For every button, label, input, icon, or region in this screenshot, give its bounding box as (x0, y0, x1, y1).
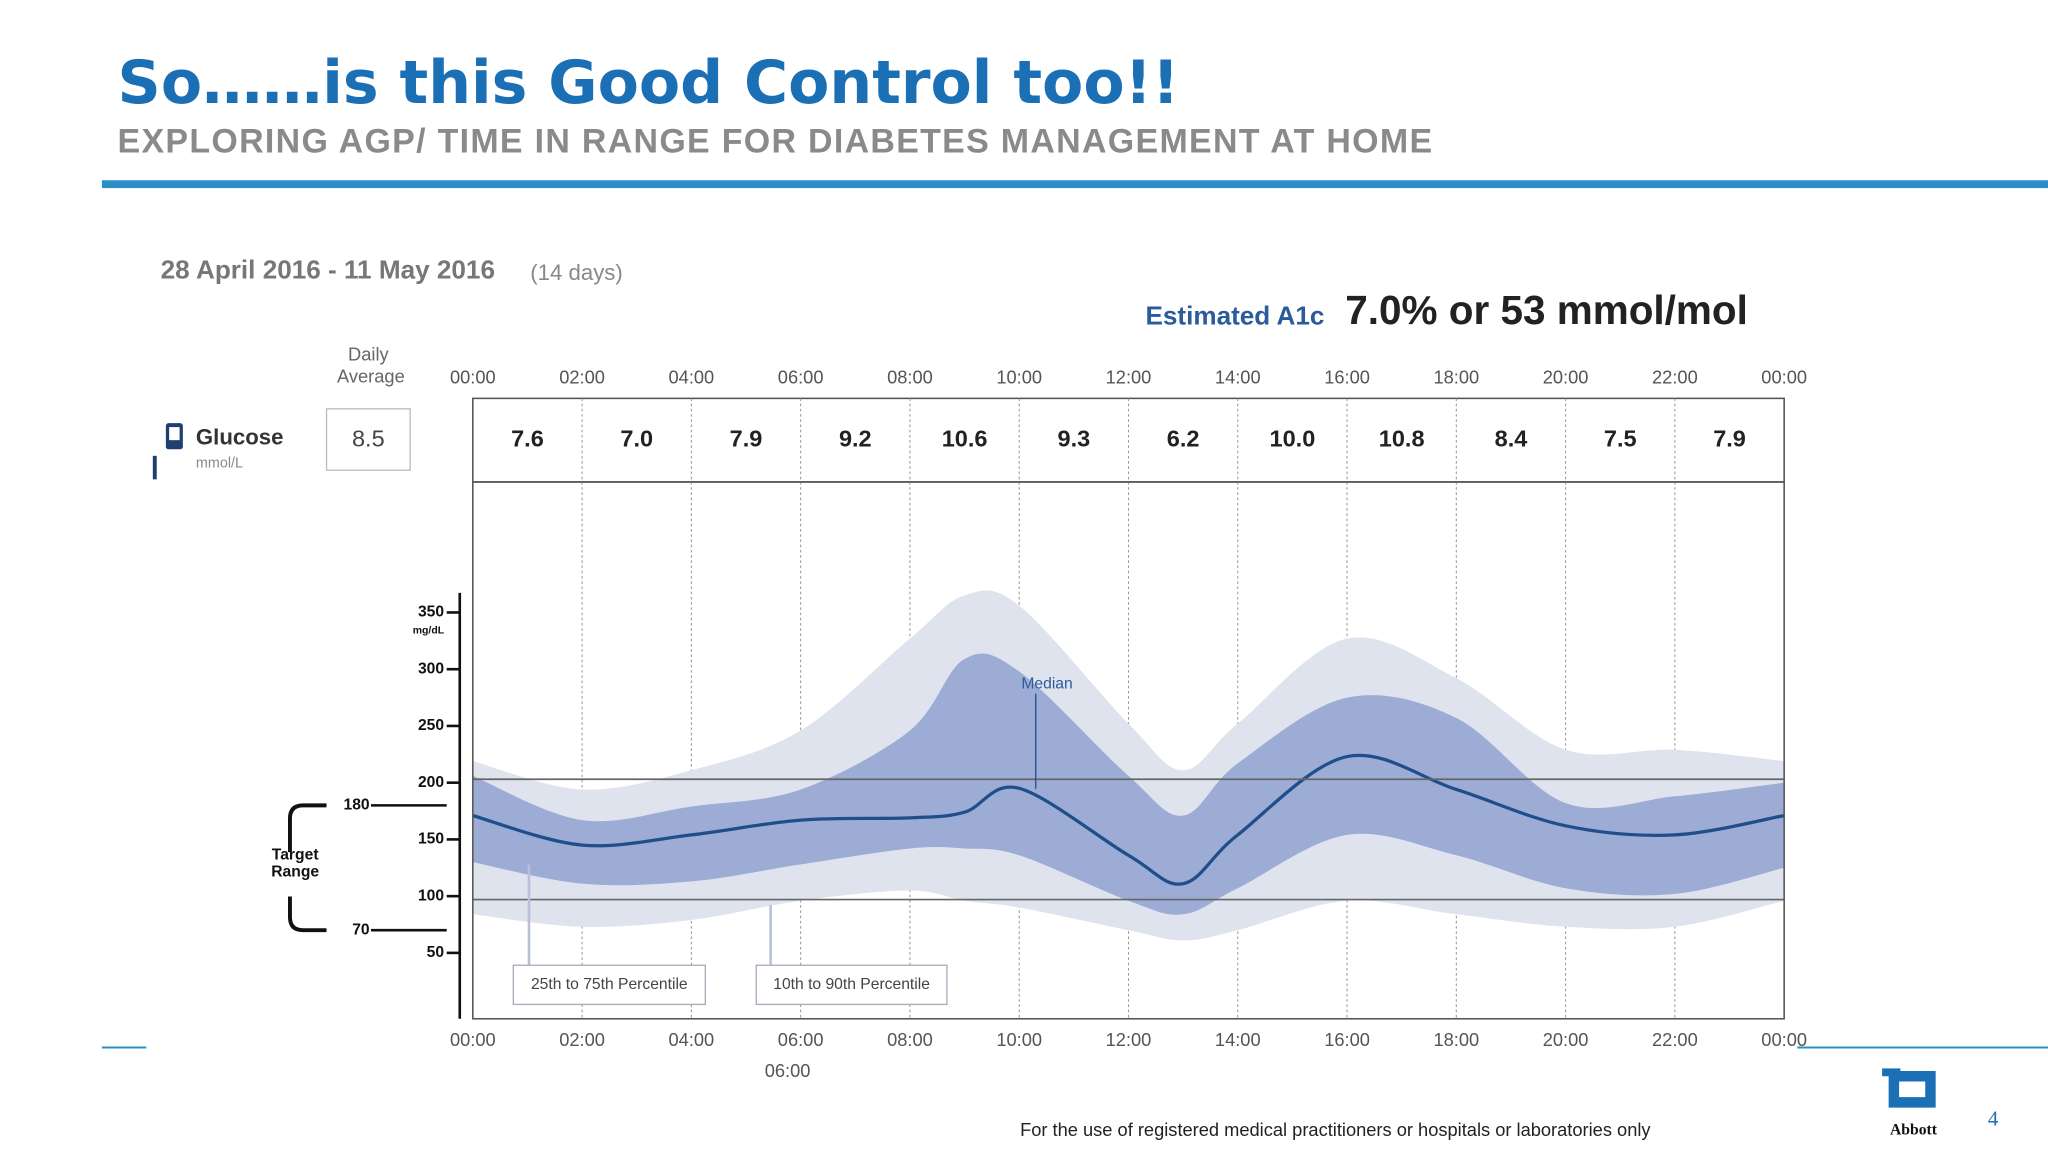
glucose-unit: mmol/L (196, 455, 243, 471)
x-tick-label-top: 10:00 (996, 367, 1042, 388)
x-tick-label-top: 16:00 (1324, 367, 1370, 388)
x-tick-label-top: 00:00 (450, 367, 496, 388)
page-number: 4 (1988, 1106, 1999, 1130)
y-tick-label: 250 (418, 717, 444, 734)
x-tick-label: 10:00 (996, 1029, 1042, 1050)
legend-label: 10th to 90th Percentile (773, 976, 930, 993)
y-tick-label: 100 (418, 887, 444, 904)
edge-mark (152, 455, 157, 480)
x-tick-label: 16:00 (1324, 1029, 1370, 1050)
x-tick-label-top: 06:00 (778, 367, 824, 388)
brand-name: Abbott (1890, 1122, 1938, 1139)
x-tick-label: 02:00 (559, 1029, 605, 1050)
x-tick-label: 22:00 (1652, 1029, 1698, 1050)
daily-average-label: Daily Average (336, 343, 405, 387)
x-tick-label: 12:00 (1106, 1029, 1152, 1050)
x-tick-label: 08:00 (887, 1029, 933, 1050)
legend-box (512, 964, 706, 1006)
legend-box (755, 964, 948, 1006)
agp-plot: 00:00 00:00 02:00 02:00 04:00 04:00 06:00 06:00… (288, 367, 1807, 1081)
x-tick-label: 06:00 (778, 1029, 824, 1050)
x-tick-label: 14:00 (1215, 1029, 1261, 1050)
target-range-label-box: Target Range (271, 846, 320, 880)
target-range-label: Target Range (271, 846, 320, 880)
glucose-icon-screen (169, 427, 180, 441)
median-label: Median (1021, 676, 1072, 693)
brand-logo (1888, 1071, 1936, 1108)
x-tick-label-top: 18:00 (1433, 367, 1479, 388)
target-bracket (288, 803, 327, 933)
x-tick-label-top: 08:00 (887, 367, 933, 388)
plot-frame (472, 481, 1785, 1020)
glucose-value: 7.5 (1604, 425, 1637, 451)
x-tick-label: 04:00 (669, 1029, 715, 1050)
glucose-value: 7.0 (620, 425, 653, 451)
brand-logo-tab (1882, 1068, 1901, 1077)
a1c-value: 7.0% or 53 mmol/mol (1345, 287, 1748, 333)
x-tick-label-top: 12:00 (1106, 367, 1152, 388)
glucose-value: 10.8 (1379, 425, 1425, 451)
y-tick-label: 150 (418, 831, 444, 848)
daily-average-label-box: Daily Average (336, 343, 405, 387)
x-tick-label-top: 00:00 (1761, 367, 1807, 388)
glucose-value: 8.4 (1495, 425, 1528, 451)
y-tick-label: 300 (418, 660, 444, 677)
daily-average-box (325, 408, 411, 471)
glucose-value: 10.0 (1270, 425, 1316, 451)
glucose-value: 9.2 (839, 425, 872, 451)
y-axis-unit: mg/dL (413, 626, 445, 637)
percentile-band (472, 653, 1785, 915)
y-tick-label: 350 (418, 604, 444, 621)
glucose-value: 7.6 (511, 425, 544, 451)
x-tick-label-top: 04:00 (669, 367, 715, 388)
day-count: (14 days) (530, 260, 623, 285)
x-tick-label: 20:00 (1543, 1029, 1589, 1050)
y-tick-label: 200 (418, 774, 444, 791)
median-line (472, 753, 1785, 886)
daily-average-value: 8.5 (352, 425, 385, 451)
glucose-value: 7.9 (730, 425, 763, 451)
slide-title: So……is this Good Control too!! (118, 48, 1180, 118)
x-tick-label: 18:00 (1433, 1029, 1479, 1050)
x-tick-label-top: 22:00 (1652, 367, 1698, 388)
x-tick-label: 00:00 (1761, 1029, 1807, 1050)
title-rule (101, 180, 2048, 189)
footer-note: For the use of registered medical practi… (1020, 1119, 1651, 1140)
x-tick-label-top: 02:00 (559, 367, 605, 388)
glucose-value: 9.3 (1058, 425, 1091, 451)
x-tick-label-top: 20:00 (1543, 367, 1589, 388)
y-tick-label: 50 (427, 944, 445, 961)
glucose-label: Glucose (196, 425, 284, 450)
x-tick-label: 00:00 (450, 1029, 496, 1050)
x-annotation: 06:00 (765, 1060, 811, 1081)
x-tick-label-top: 14:00 (1215, 367, 1261, 388)
glucose-value: 10.6 (942, 425, 988, 451)
legend-label: 25th to 75th Percentile (531, 976, 688, 993)
a1c-label: Estimated A1c (1145, 300, 1324, 330)
slide-subtitle: EXPLORING AGP/ TIME IN RANGE FOR DIABETE… (118, 123, 1434, 161)
target-low-label: 70 (352, 921, 370, 938)
date-range: 28 April 2016 - 11 May 2016 (161, 255, 495, 285)
target-high-label: 180 (344, 797, 370, 814)
glucose-value: 6.2 (1167, 425, 1200, 451)
glucose-value: 7.9 (1713, 425, 1746, 451)
